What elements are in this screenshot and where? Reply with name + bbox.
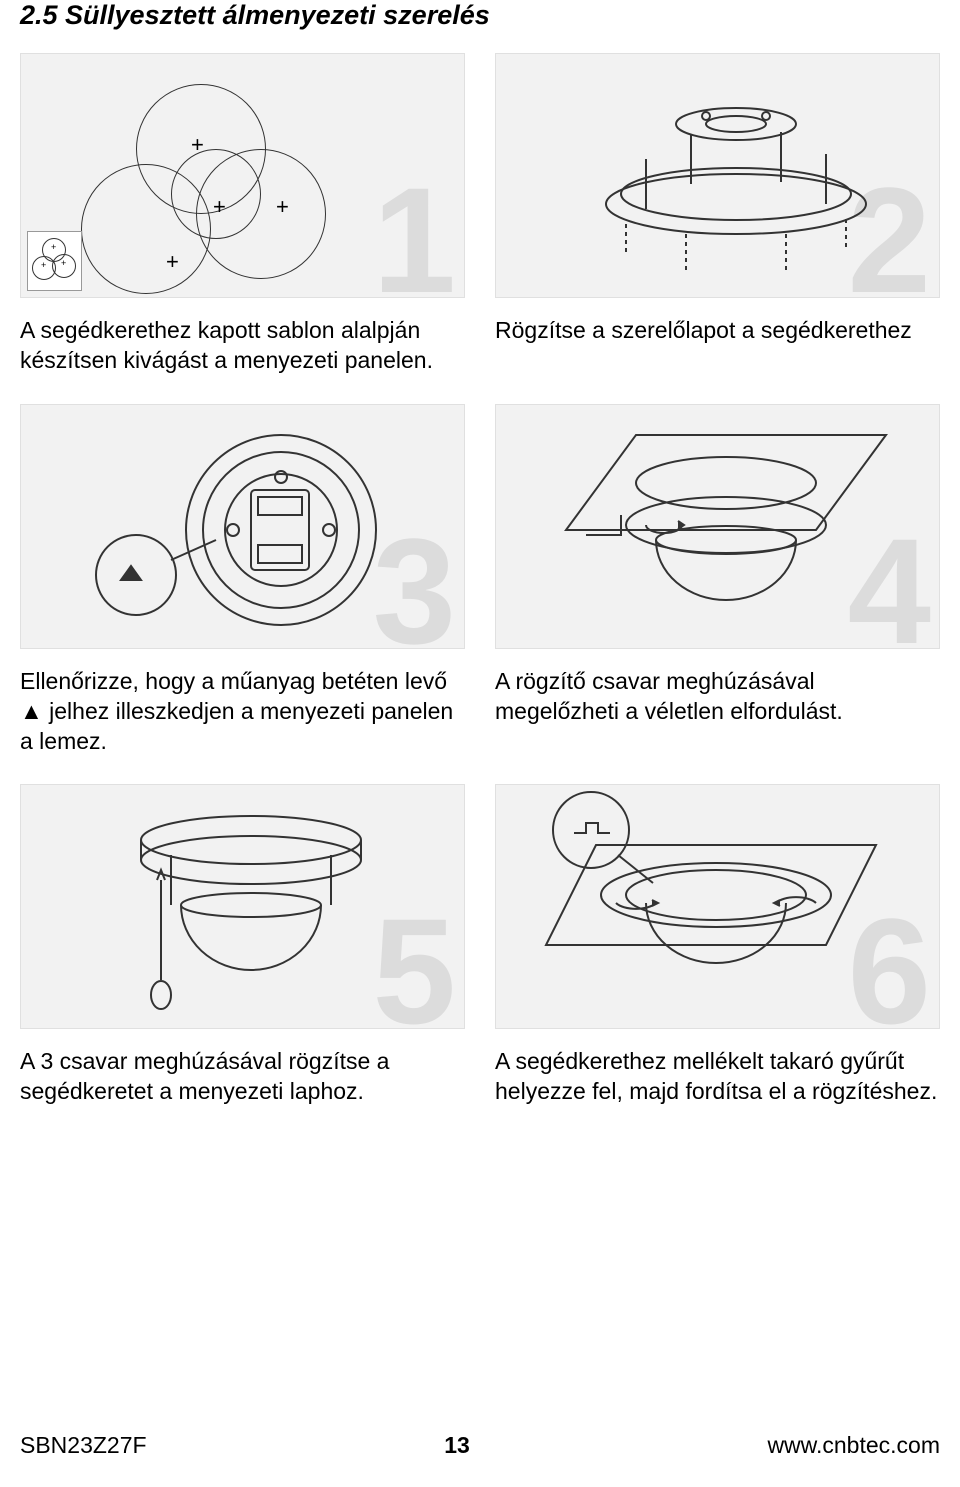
section-title: 2.5 Süllyesztett álmenyezeti szerelés bbox=[20, 0, 940, 31]
caption-2: Rögzítse a szerelőlapot a segédkerethez bbox=[495, 316, 940, 346]
steps-grid: 1 + + + + + bbox=[20, 53, 940, 1135]
step-3: 3 bbox=[20, 404, 465, 785]
figure-6-illustration bbox=[496, 785, 941, 1030]
footer-url: www.cnbtec.com bbox=[767, 1432, 940, 1459]
caption-4: A rögzítő csavar meghúzásával megelőzhet… bbox=[495, 667, 940, 727]
figure-4-illustration bbox=[496, 405, 941, 650]
footer-model: SBN23Z27F bbox=[20, 1432, 147, 1459]
figure-3: 3 bbox=[20, 404, 465, 649]
step-2: 2 bbox=[495, 53, 940, 404]
step-1: 1 + + + + + bbox=[20, 53, 465, 404]
figure-2: 2 bbox=[495, 53, 940, 298]
caption-3: Ellenőrizze, hogy a műanyag betéten levő… bbox=[20, 667, 465, 757]
footer-page-number: 13 bbox=[444, 1432, 470, 1459]
figure-3-illustration bbox=[21, 405, 466, 650]
caption-5: A 3 csavar meghúzásával rögzítse a segéd… bbox=[20, 1047, 465, 1107]
figure-1: 1 + + + + + bbox=[20, 53, 465, 298]
figure-1-illustration: + + + + + + + bbox=[21, 54, 464, 297]
figure-5: 5 bbox=[20, 784, 465, 1029]
figure-6: 6 bbox=[495, 784, 940, 1029]
figure-4: 4 bbox=[495, 404, 940, 649]
step-4: 4 bbox=[495, 404, 940, 785]
caption-1: A segédkerethez kapott sablon alalpján k… bbox=[20, 316, 465, 376]
page-footer: SBN23Z27F 13 www.cnbtec.com bbox=[20, 1432, 940, 1459]
step-5: 5 bbox=[20, 784, 465, 1135]
step-6: 6 bbox=[495, 784, 940, 1135]
caption-6: A segédkerethez mellékelt takaró gyűrűt … bbox=[495, 1047, 940, 1107]
figure-2-illustration bbox=[496, 54, 941, 299]
figure-5-illustration bbox=[21, 785, 466, 1030]
